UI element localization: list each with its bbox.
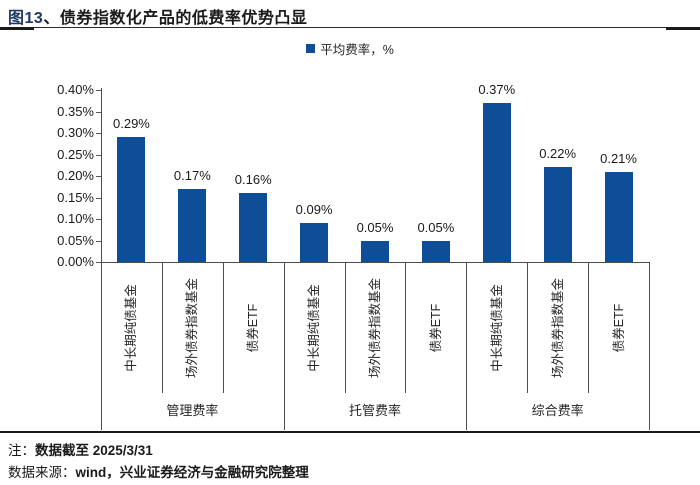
y-axis-tick-mark	[96, 176, 101, 177]
legend-label: 平均费率，%	[320, 43, 394, 57]
y-axis-tick-label: 0.05%	[57, 232, 94, 248]
bar	[421, 240, 450, 262]
bar	[604, 171, 633, 262]
category-divider-line	[344, 262, 346, 393]
bar-value-label: 0.21%	[600, 150, 637, 166]
y-axis-tick-label: 0.25%	[57, 146, 94, 162]
bar-value-label: 0.09%	[295, 202, 333, 218]
bar	[178, 188, 207, 262]
x-axis-category-label: 中长期纯债基金	[489, 283, 504, 372]
bar-value-label: 0.16%	[234, 172, 272, 188]
figure-number: 图13	[8, 10, 44, 27]
title-divider	[0, 27, 700, 28]
category-divider-line	[405, 262, 407, 393]
category-divider-line	[588, 262, 590, 393]
y-axis-tick-mark	[96, 154, 101, 156]
figure-title-text: 、债券指数化产品的低费率优势凸显	[43, 10, 308, 27]
notes-divider	[0, 431, 700, 433]
bar-value-label: 0.29%	[113, 116, 150, 132]
y-axis-tick-label: 0.35%	[57, 103, 94, 119]
x-axis-category-label: 债券ETF	[246, 303, 261, 352]
y-axis-line	[101, 88, 102, 262]
title-divider-right-tick	[666, 27, 700, 30]
y-axis-tick-mark	[96, 219, 101, 220]
legend-swatch-icon	[306, 44, 316, 53]
y-axis-tick-mark	[96, 262, 101, 263]
x-axis-category-label: 债券ETF	[428, 303, 443, 352]
y-axis-tick-label: 0.20%	[57, 168, 94, 183]
bar	[300, 223, 329, 262]
group-divider-line	[101, 262, 102, 430]
group-divider-line	[283, 262, 285, 430]
x-axis-category-label: 场外债券指数基金	[550, 277, 565, 378]
bar	[482, 102, 511, 262]
bar	[361, 240, 389, 262]
bar-value-label: 0.37%	[478, 81, 516, 97]
chart-legend: 平均费率，%	[0, 39, 700, 58]
y-axis-tick-mark	[96, 111, 101, 113]
bar-value-label: 0.05%	[356, 219, 394, 235]
x-axis-group-label: 托管费率	[348, 403, 401, 418]
note-value: 数据截至 2025/3/31	[35, 443, 153, 458]
x-axis-category-label: 中长期纯债基金	[124, 283, 139, 372]
note-prefix: 注：	[8, 443, 35, 458]
group-divider-line	[466, 262, 468, 430]
source-value: wind，兴业证券经济与金融研究院整理	[75, 465, 309, 480]
x-axis-line	[101, 262, 649, 263]
y-axis-tick-label: 0.10%	[57, 211, 94, 226]
category-divider-line	[161, 262, 163, 393]
bar-value-label: 0.05%	[417, 219, 455, 235]
y-axis-tick-mark	[96, 197, 101, 199]
y-axis-tick-label: 0.15%	[57, 189, 94, 205]
y-axis-tick-mark	[96, 133, 101, 134]
category-divider-line	[222, 262, 224, 393]
source-line: 数据来源：wind，兴业证券经济与金融研究院整理	[8, 461, 309, 481]
x-axis-category-label: 债券ETF	[611, 303, 626, 352]
bar-value-label: 0.17%	[173, 167, 211, 183]
y-axis-tick-mark	[96, 240, 101, 242]
group-divider-line	[649, 262, 650, 430]
y-axis-tick-mark	[96, 90, 101, 91]
title-divider-left-tick	[0, 27, 34, 30]
x-axis-category-label: 中长期纯债基金	[307, 283, 322, 372]
category-divider-line	[527, 262, 529, 393]
source-prefix: 数据来源：	[8, 465, 76, 480]
x-axis-group-label: 管理费率	[166, 403, 219, 418]
bar	[543, 167, 572, 262]
note-line: 注：数据截至 2025/3/31	[8, 439, 153, 459]
bar	[239, 193, 268, 262]
bar-value-label: 0.22%	[539, 146, 577, 162]
y-axis-tick-label: 0.30%	[57, 125, 94, 140]
x-axis-category-label: 场外债券指数基金	[368, 277, 382, 378]
figure-title: 图13、债券指数化产品的低费率优势凸显	[8, 4, 307, 28]
y-axis-tick-label: 0.00%	[57, 254, 94, 269]
bar	[117, 137, 146, 262]
x-axis-category-label: 场外债券指数基金	[185, 277, 200, 378]
x-axis-group-label: 综合费率	[531, 403, 584, 418]
y-axis-tick-label: 0.40%	[57, 82, 94, 97]
